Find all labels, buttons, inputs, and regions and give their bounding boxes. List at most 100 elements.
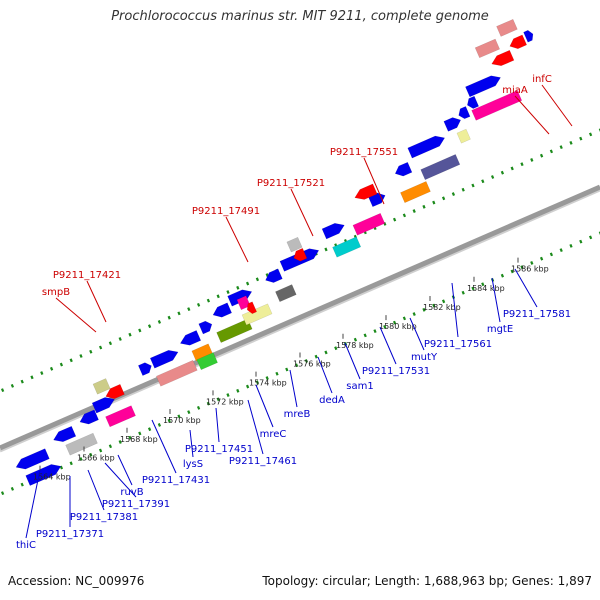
gene-feature — [149, 349, 179, 369]
guide-dot — [314, 354, 318, 359]
guide-dot — [245, 384, 250, 389]
guide-dot — [118, 440, 122, 444]
gene-feature — [92, 378, 111, 395]
reverse-gene-label: P9211_17551 — [330, 147, 398, 158]
guide-dot — [108, 444, 113, 449]
guide-dot — [500, 273, 505, 278]
guide-dot — [138, 328, 142, 333]
guide-dot — [392, 320, 397, 325]
forward-gene-label: mreB — [284, 409, 311, 420]
guide-dot — [432, 200, 436, 205]
guide-dot — [167, 418, 171, 423]
gene-feature — [137, 362, 152, 376]
guide-dot — [471, 183, 475, 188]
forward-gene-label: mutY — [411, 352, 438, 363]
guide-dot — [196, 405, 201, 410]
gene-feature — [293, 247, 308, 262]
scale-tick-label: 1572 kbp — [206, 397, 244, 406]
guide-dot — [118, 337, 122, 341]
gene-feature — [265, 268, 283, 283]
guide-dot — [10, 486, 15, 491]
guide-dot — [49, 366, 54, 371]
label-leader-line — [151, 419, 177, 474]
reverse-gene-label: P9211_17491 — [192, 206, 260, 217]
guide-dot — [0, 491, 5, 496]
forward-gene-label: mreC — [260, 429, 287, 440]
guide-dot — [216, 397, 220, 402]
label-leader-line — [87, 469, 105, 511]
lower-dotted-line — [0, 231, 600, 496]
guide-dot — [275, 371, 279, 376]
forward-gene-label: P9211_17531 — [362, 366, 430, 377]
guide-dot — [30, 375, 34, 380]
guide-dot — [236, 285, 240, 290]
gene-feature — [407, 135, 446, 159]
guide-dot — [363, 333, 367, 338]
label-leader-line — [55, 297, 97, 333]
gene-feature — [216, 318, 253, 343]
label-leader-line — [215, 407, 220, 443]
gene-feature — [286, 236, 303, 253]
guide-dot — [481, 282, 485, 287]
guide-dot — [539, 153, 544, 158]
guide-dot — [206, 401, 211, 406]
guide-dot — [206, 298, 211, 303]
gene-feature — [321, 223, 345, 240]
guide-dot — [490, 175, 495, 179]
label-leader-line — [514, 95, 550, 135]
guide-dot — [236, 388, 240, 393]
guide-dot — [177, 311, 181, 316]
scale-tick-label: 1582 kbp — [423, 303, 461, 312]
label-leader-line — [363, 157, 385, 205]
gene-feature — [105, 383, 125, 399]
guide-dot — [520, 162, 524, 167]
guide-dot — [59, 362, 64, 367]
guide-dot — [196, 302, 201, 307]
guide-dot — [422, 307, 426, 312]
reverse-gene-label: P9211_17521 — [257, 178, 325, 189]
label-leader-line — [409, 317, 425, 351]
label-leader-line — [225, 216, 249, 263]
label-leader-line — [255, 384, 274, 428]
guide-dot — [128, 332, 132, 337]
forward-gene-label: ruvB — [120, 487, 143, 498]
scale-tick-label: 1564 kbp — [33, 473, 71, 482]
forward-gene-label: dedA — [319, 395, 345, 406]
guide-dot — [216, 294, 220, 299]
guide-dot — [147, 324, 152, 329]
gene-feature — [227, 289, 253, 307]
label-leader-line — [289, 369, 298, 408]
guide-dot — [451, 192, 456, 196]
guide-dot — [89, 349, 93, 354]
gene-feature — [25, 464, 62, 486]
guide-dot — [588, 132, 593, 137]
gene-feature — [456, 128, 471, 144]
gene-feature — [105, 405, 136, 428]
guide-dot — [569, 140, 573, 145]
gene-feature — [354, 183, 378, 200]
label-leader-line — [317, 356, 333, 394]
guide-dot — [520, 265, 524, 270]
guide-dot — [530, 261, 534, 265]
scale-tick-label: 1568 kbp — [120, 435, 158, 444]
guide-dot — [353, 337, 358, 342]
guide-dot — [559, 248, 563, 253]
guide-dot — [108, 341, 113, 346]
guide-dot — [392, 217, 397, 222]
gene-feature — [196, 352, 218, 371]
reverse-gene-label: smpB — [42, 287, 70, 298]
guide-dot — [579, 239, 583, 244]
gene-feature — [523, 29, 534, 43]
forward-gene-label: P9211_17461 — [229, 456, 297, 467]
guide-dot — [255, 380, 260, 385]
gene-feature — [509, 34, 528, 50]
label-leader-line — [344, 342, 361, 380]
gene-feature — [465, 75, 502, 98]
guide-dot — [422, 204, 426, 209]
guide-dot — [20, 379, 24, 384]
guide-dot — [98, 345, 103, 350]
forward-gene-label: sam1 — [346, 381, 373, 392]
guide-dot — [588, 235, 593, 240]
guide-dot — [285, 367, 289, 372]
